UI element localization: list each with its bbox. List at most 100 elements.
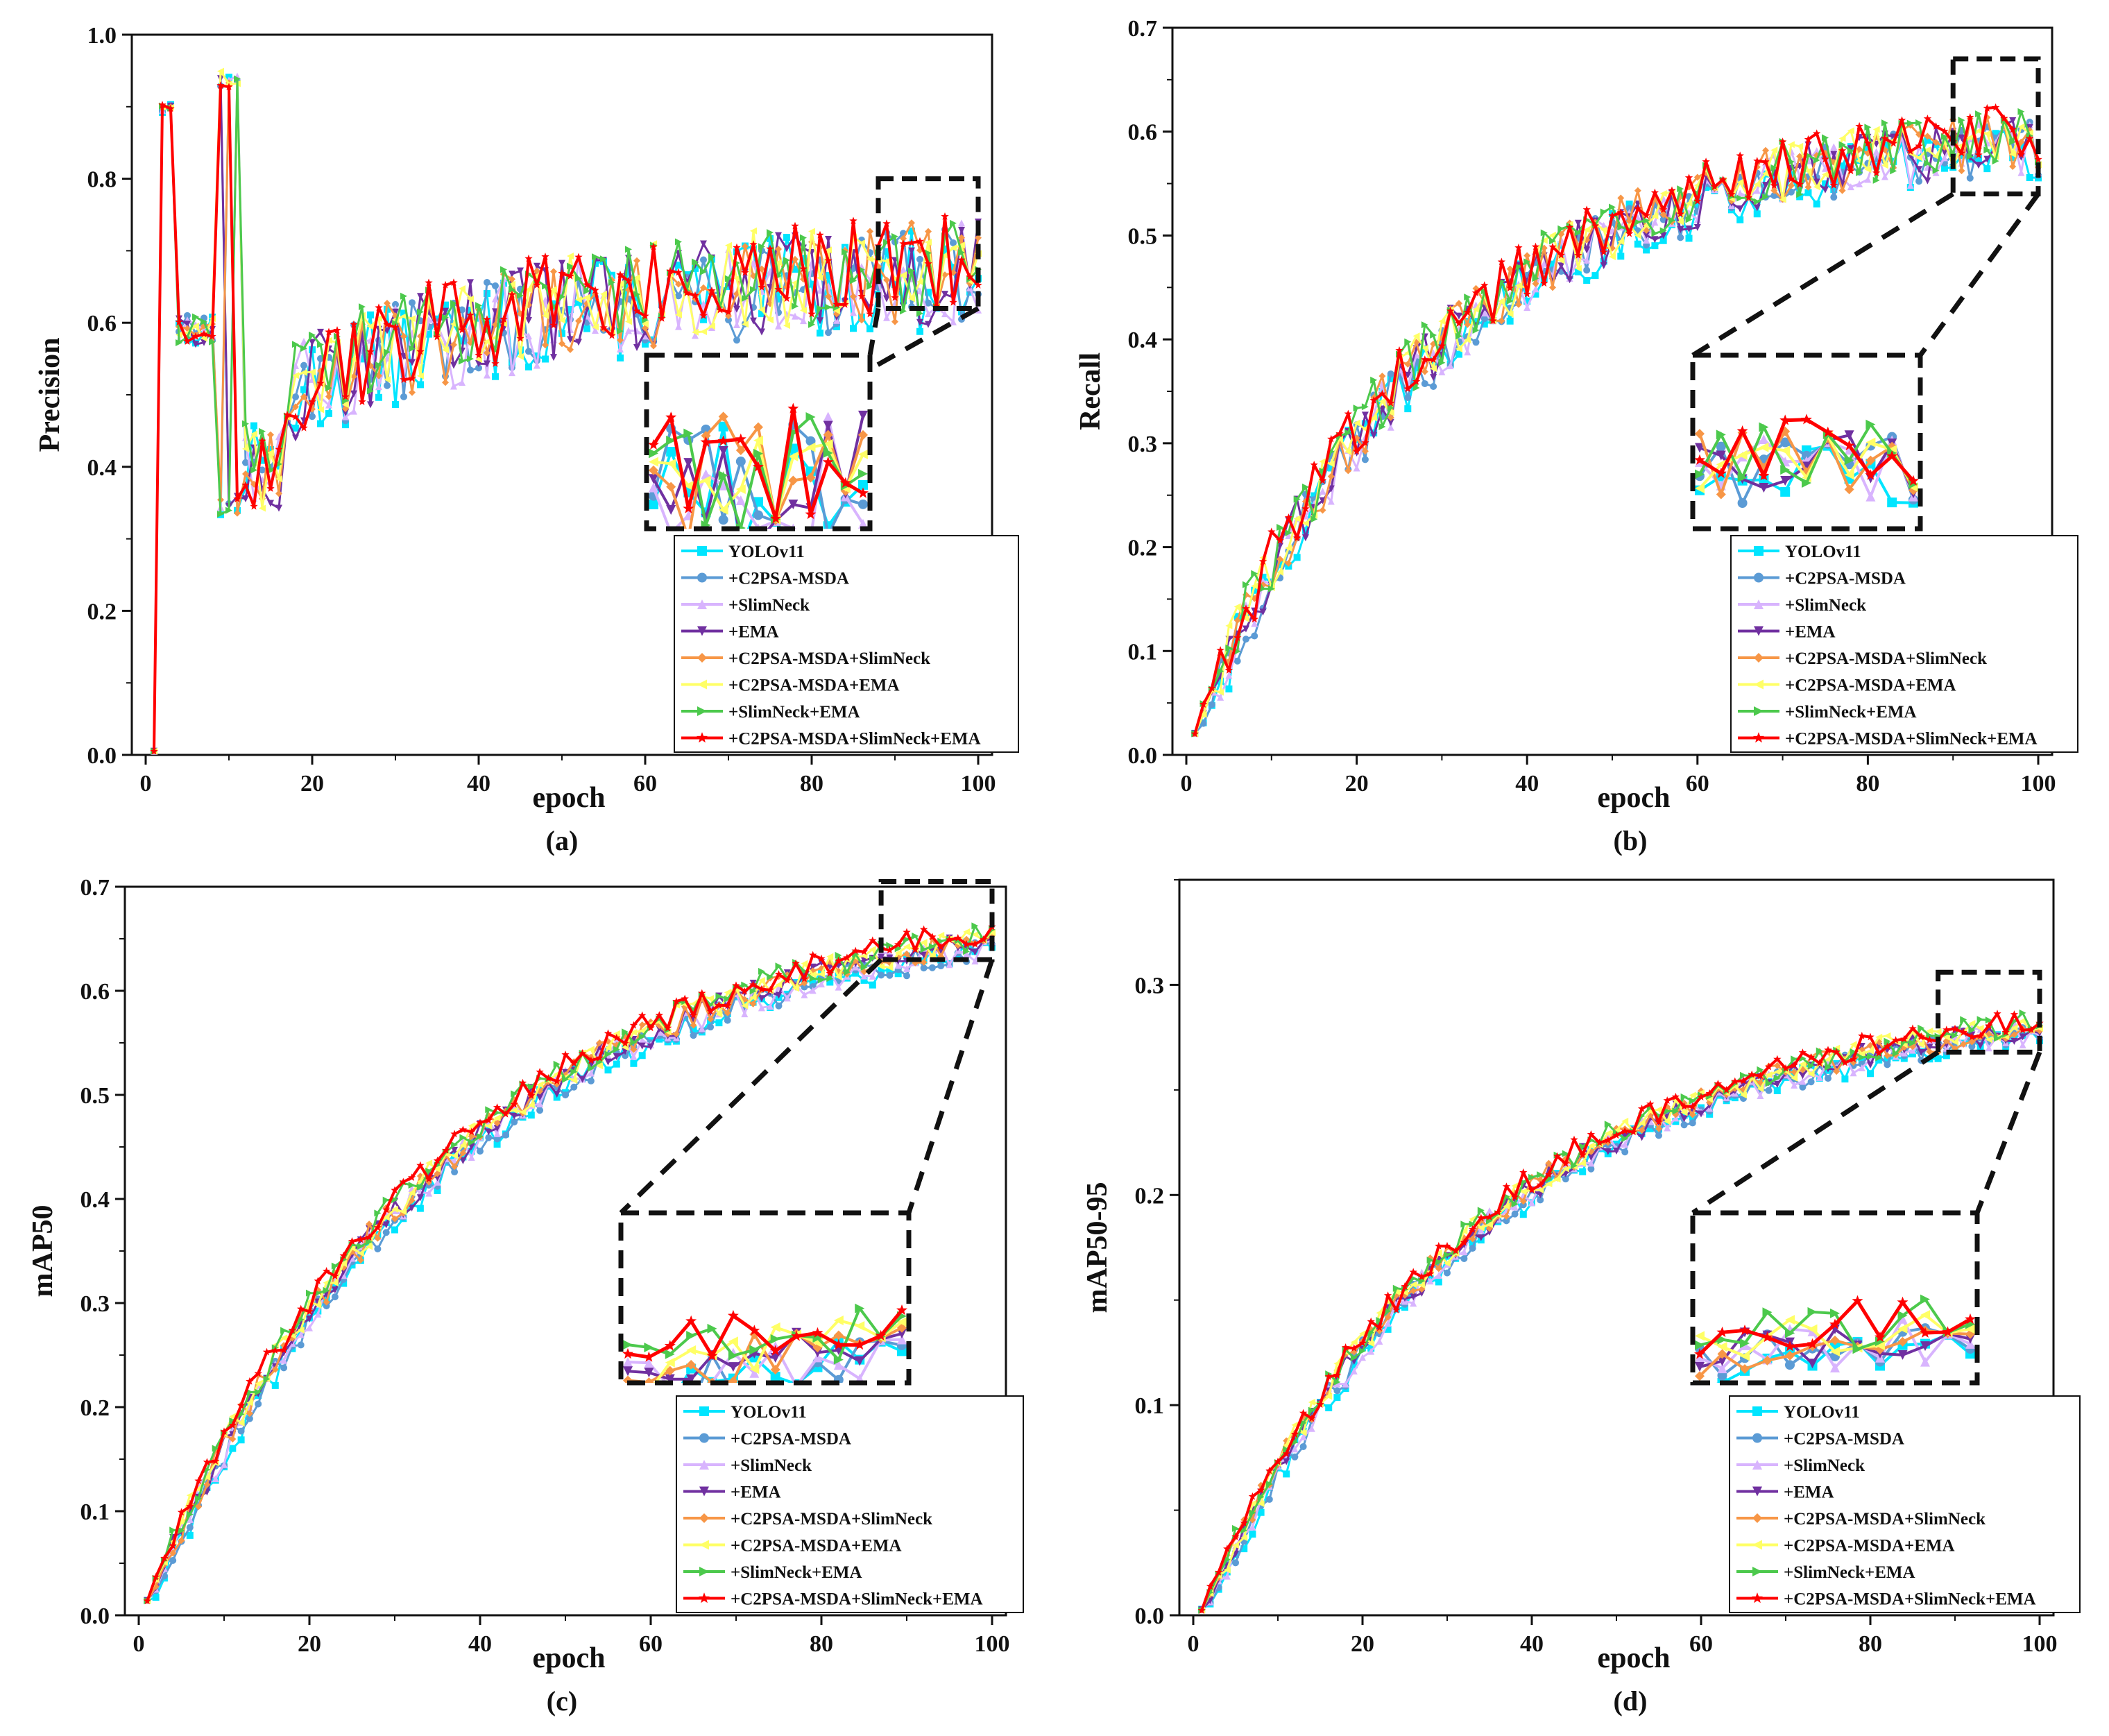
legend-marker — [1752, 1513, 1762, 1523]
y-tick-label: 0.4 — [87, 455, 117, 481]
zoom-connector — [1918, 192, 2040, 357]
inset-markers-8 — [648, 402, 869, 524]
x-tick-label: 0 — [1188, 1631, 1199, 1657]
zoom-inset-frame — [1690, 352, 1923, 531]
legend-label: +C2PSA-MSDA — [728, 570, 849, 588]
legend-label: +C2PSA-MSDA+SlimNeck — [1785, 649, 1987, 668]
x-tick-label: 60 — [1686, 771, 1709, 797]
x-tick-label: 0 — [1181, 771, 1193, 797]
legend-box — [1729, 1395, 2081, 1613]
y-tick-label: 0.8 — [87, 167, 117, 193]
legend-label: +C2PSA-MSDA+SlimNeck — [731, 1510, 932, 1529]
series-line-3 — [1201, 1021, 2040, 1610]
legend-marker — [1752, 1406, 1762, 1416]
legend-label: +EMA — [731, 1483, 781, 1502]
legend-marker — [1752, 1567, 1762, 1576]
legend-marker — [699, 1540, 709, 1550]
zoom-connector — [867, 307, 881, 356]
legend-marker — [1752, 1592, 1763, 1603]
legend: YOLOv11+C2PSA-MSDA+SlimNeck+EMA+C2PSA-MS… — [676, 1395, 1024, 1613]
y-tick-label: 0.1 — [80, 1499, 110, 1525]
y-axis-title: mAP50-95 — [1082, 1182, 1113, 1313]
chart-panel-4: 0 20 40 60 80 100 0.0 0.1 0.2 0.3 mAP50-95 epoch (d)… — [1082, 878, 2081, 1717]
inset-markers-7 — [1695, 1294, 1975, 1354]
x-tick-label: 40 — [468, 1631, 492, 1657]
zoom-region-box — [878, 879, 995, 962]
y-tick-label: 0.0 — [1128, 743, 1158, 769]
legend-label: +C2PSA-MSDA+SlimNeck+EMA — [728, 730, 981, 749]
y-axis-title: mAP50 — [27, 1205, 59, 1297]
legend-label: YOLOv11 — [728, 543, 805, 561]
series-line-8 — [146, 926, 993, 1601]
x-tick-label: 80 — [810, 1631, 833, 1657]
chart-panel-3: 0 20 40 60 80 100 0.0 0.1 0.2 0.3 0.4 0.5 0.6 0.7 mAP5… — [27, 875, 1024, 1717]
y-tick-label: 0.4 — [1128, 327, 1158, 353]
x-tick-label: 40 — [1515, 771, 1539, 797]
inset-markers-2 — [649, 420, 868, 527]
zoom-inset-bg — [1693, 355, 1920, 529]
legend-label: +C2PSA-MSDA+SlimNeck+EMA — [731, 1590, 983, 1609]
y-tick-label: 0.6 — [87, 311, 117, 337]
x-tick-label: 80 — [1856, 771, 1879, 797]
y-tick-label: 0.6 — [80, 979, 110, 1005]
zoom-inset-series — [622, 1303, 907, 1383]
y-tick-label: 0.0 — [87, 743, 117, 769]
inset-markers-4 — [1695, 430, 1918, 499]
x-tick-label: 40 — [467, 771, 490, 797]
legend-label: YOLOv11 — [731, 1403, 807, 1422]
inset-line-7 — [627, 1305, 903, 1363]
y-tick-label: 0.5 — [80, 1083, 110, 1109]
series-group — [143, 922, 996, 1605]
inset-markers-8 — [622, 1304, 907, 1362]
legend-label: +C2PSA-MSDA+SlimNeck — [1784, 1510, 1986, 1529]
zoom-region-box — [876, 176, 981, 311]
zoom-region-box — [1950, 56, 2041, 197]
legend-label: +C2PSA-MSDA+EMA — [1785, 676, 1956, 695]
zoom-connector — [906, 958, 995, 1214]
zoom-inset-series — [1694, 1294, 1976, 1383]
zoom-inset-series — [648, 402, 869, 529]
legend-label: +C2PSA-MSDA+EMA — [728, 676, 900, 695]
legend-label: +EMA — [1784, 1483, 1834, 1502]
legend-marker — [1754, 626, 1764, 636]
inset-line-3 — [627, 1338, 903, 1383]
zoom-connector — [1691, 192, 1955, 357]
legend-marker — [699, 1460, 709, 1470]
inset-markers-5 — [1695, 1325, 1975, 1381]
series-line-7 — [146, 924, 993, 1601]
panel-label: (a) — [546, 825, 579, 856]
legend-label: +EMA — [1785, 623, 1836, 642]
zoom-connector — [869, 306, 980, 372]
y-tick-label: 0.3 — [1128, 432, 1158, 457]
x-tick-label: 100 — [961, 771, 996, 797]
legend-marker — [697, 626, 707, 636]
legend: YOLOv11+C2PSA-MSDA+SlimNeck+EMA+C2PSA-MS… — [1729, 1395, 2081, 1613]
x-tick-label: 20 — [1345, 771, 1369, 797]
legend-box — [1730, 535, 2078, 753]
legend-marker — [1754, 653, 1764, 663]
series-line-8 — [1200, 1012, 2041, 1611]
zoom-inset-frame — [644, 352, 873, 531]
zoom-connector — [1974, 1051, 2042, 1214]
legend-label: +SlimNeck+EMA — [1784, 1563, 1915, 1582]
y-tick-label: 0.3 — [1135, 973, 1165, 998]
y-tick-label: 0.1 — [1135, 1393, 1165, 1419]
zoom-connector — [619, 958, 883, 1215]
legend-marker — [699, 1486, 709, 1497]
x-axis-title: epoch — [1598, 782, 1671, 814]
panel-label: (b) — [1614, 825, 1648, 856]
x-axis-title: epoch — [533, 782, 606, 814]
legend-label: YOLOv11 — [1784, 1403, 1860, 1422]
x-tick-label: 20 — [298, 1631, 321, 1657]
x-tick-label: 40 — [1520, 1631, 1544, 1657]
x-tick-label: 0 — [140, 771, 152, 797]
series-group — [1197, 1009, 2044, 1614]
x-tick-label: 100 — [2022, 1631, 2058, 1657]
legend-label: +SlimNeck — [1784, 1456, 1865, 1475]
x-tick-label: 20 — [300, 771, 324, 797]
legend-marker — [697, 679, 707, 690]
x-tick-label: 60 — [639, 1631, 663, 1657]
legend-label: YOLOv11 — [1785, 543, 1861, 561]
inset-markers-4 — [649, 410, 868, 526]
